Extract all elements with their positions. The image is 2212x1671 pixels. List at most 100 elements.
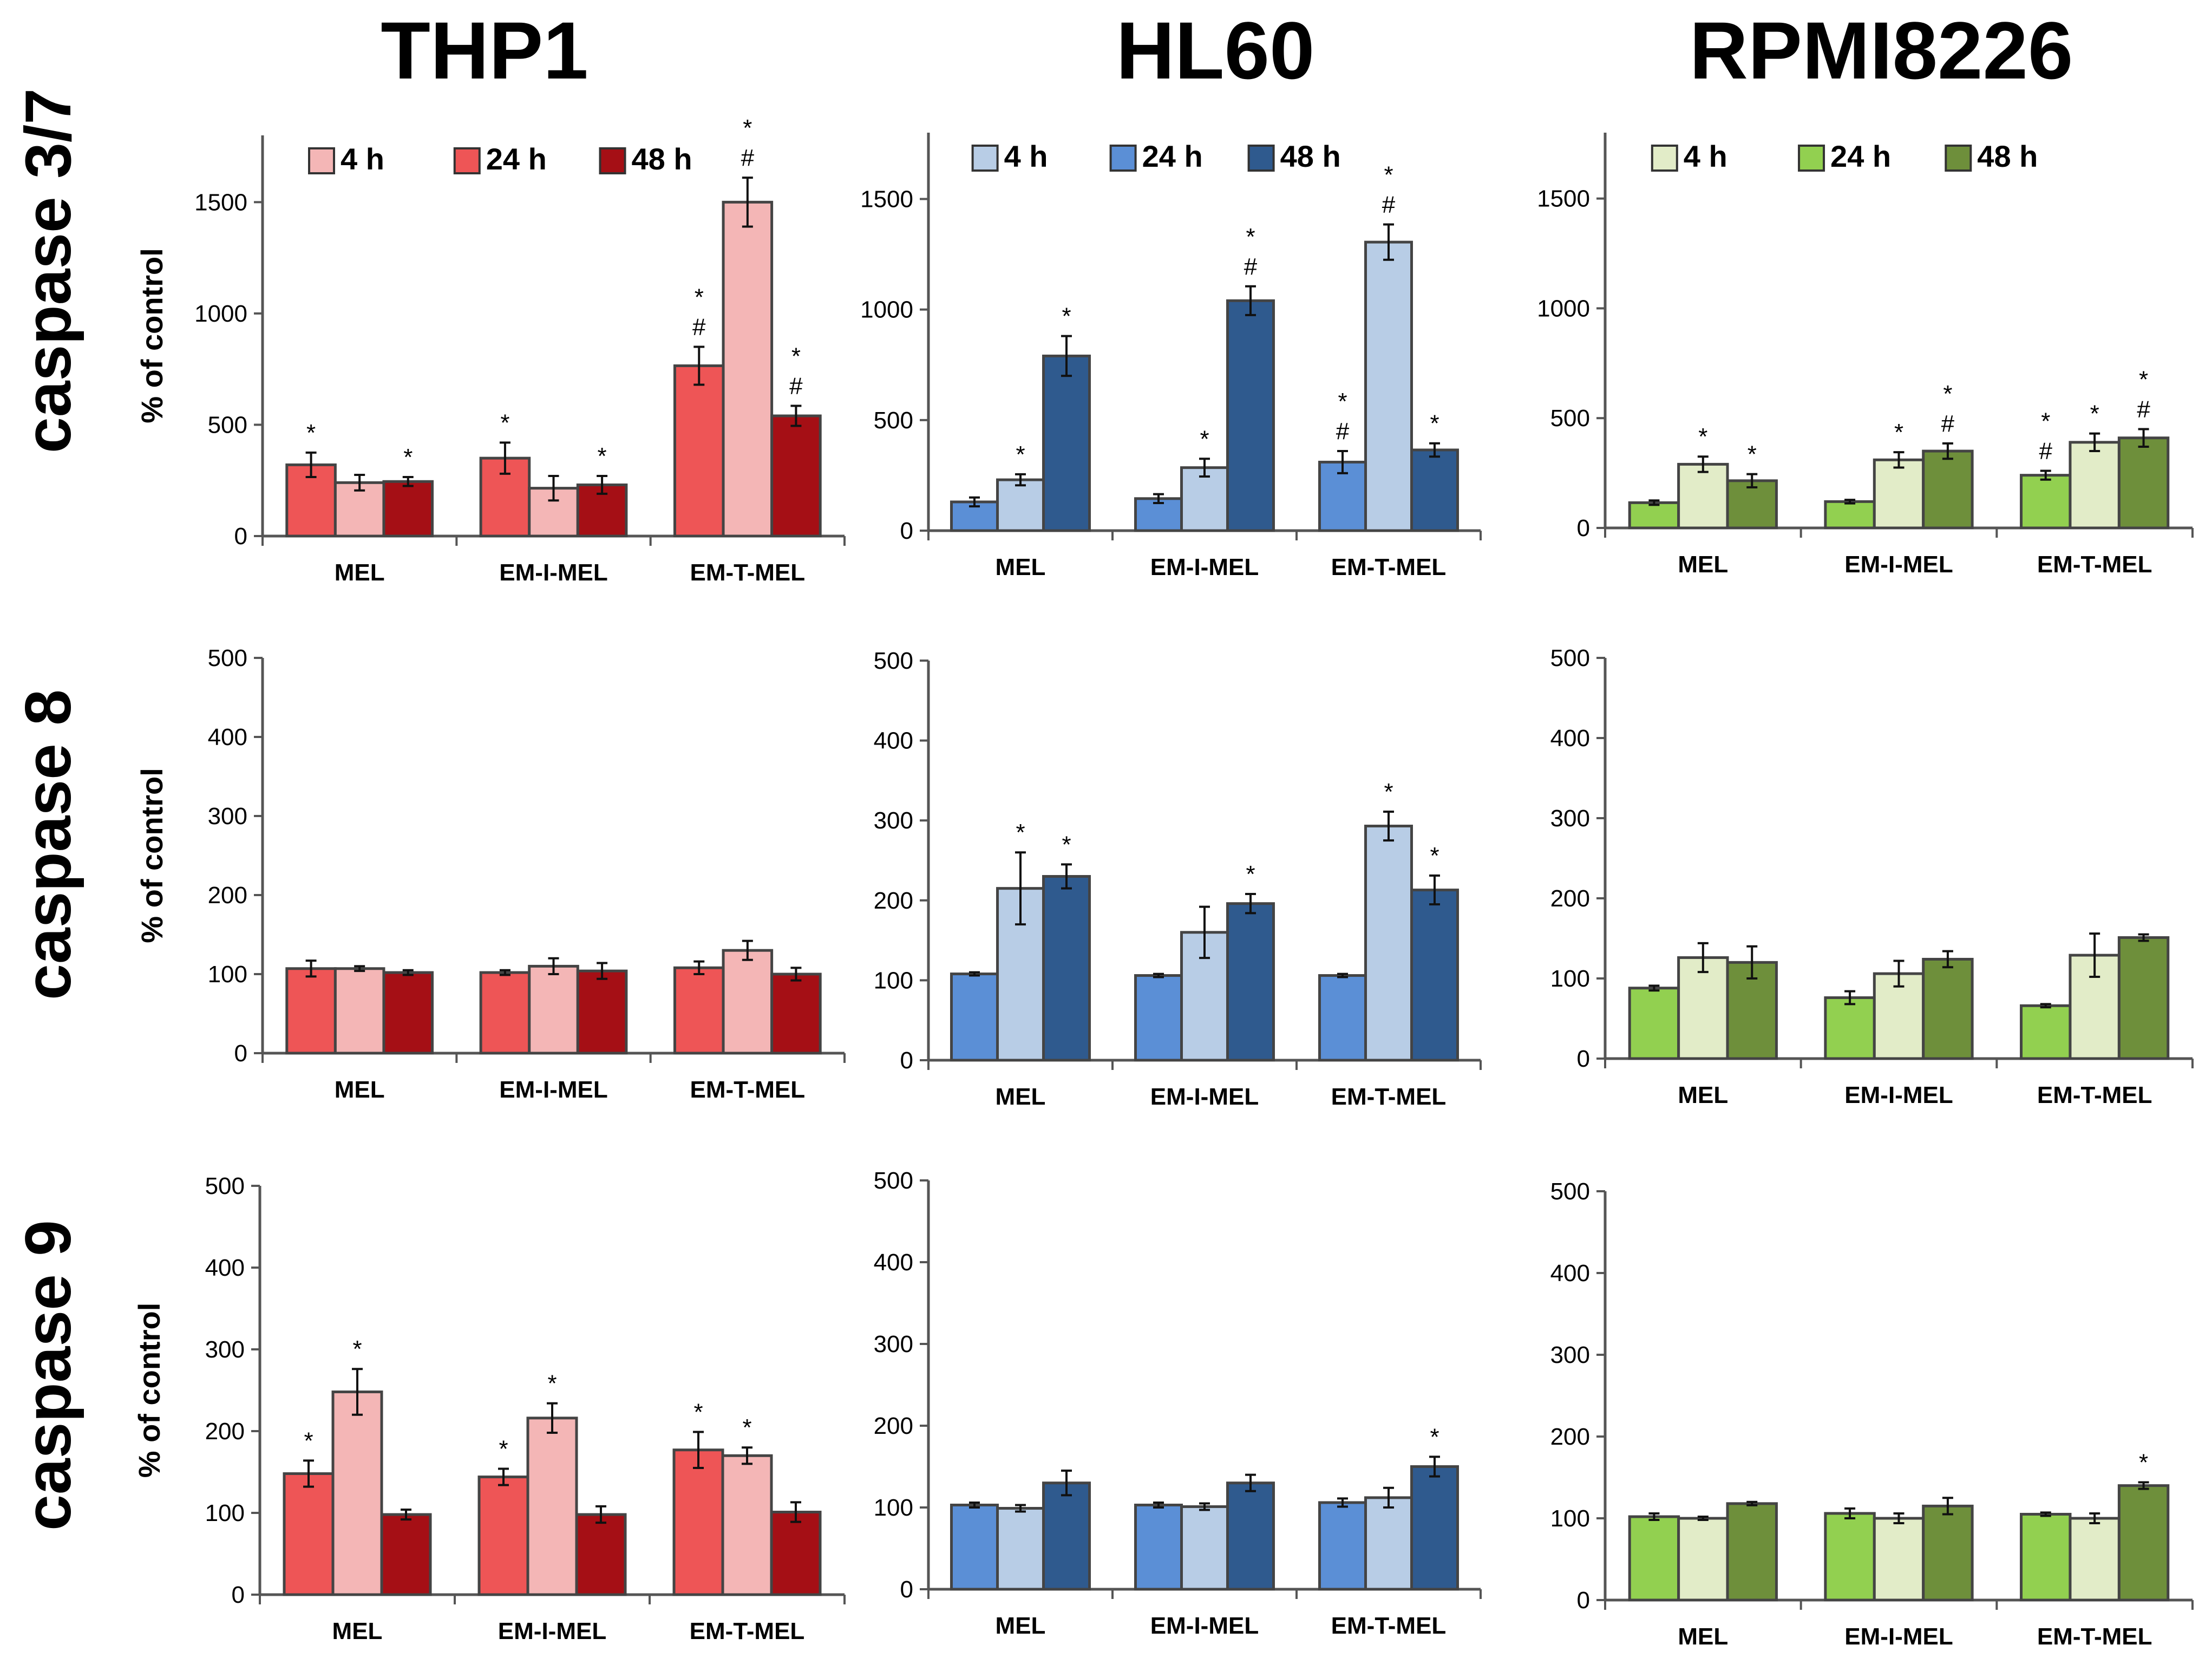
y-tick-label: 200	[205, 1418, 245, 1445]
bar	[333, 967, 385, 1055]
significance-mark: *	[1338, 388, 1347, 415]
x-tick-label: EM-T-MEL	[1331, 1083, 1447, 1110]
bar	[722, 200, 774, 538]
y-tick-label: 200	[1550, 1424, 1590, 1450]
y-tick-label: 500	[874, 407, 913, 434]
x-tick-label: EM-T-MEL	[690, 559, 806, 586]
x-tick-label: MEL	[1678, 551, 1728, 578]
bar	[2117, 936, 2170, 1060]
significance-mark: *	[2139, 367, 2148, 393]
significance-mark: #	[2137, 396, 2150, 423]
y-axis-label: % of control	[135, 768, 169, 943]
x-tick-label: EM-T-MEL	[2037, 1623, 2152, 1650]
bar	[996, 478, 1045, 532]
bar	[382, 971, 434, 1055]
panel-thp1-caspase-8: 0 100 200 300 400 500 MEL EM-I-MEL EM-T-MEL % of …	[135, 645, 846, 1103]
bar	[1726, 1502, 1778, 1602]
y-tick-label: 300	[874, 807, 913, 834]
significance-mark: #	[1336, 418, 1350, 445]
bar	[1226, 1481, 1275, 1591]
y-tick-label: 300	[208, 803, 247, 830]
y-tick-label: 200	[208, 882, 247, 909]
bar	[1318, 974, 1367, 1062]
significance-mark: #	[789, 373, 803, 400]
y-tick-label: 500	[874, 648, 913, 674]
significance-mark: *	[1246, 861, 1255, 887]
panel-hl60-caspase-8: 0 100 200 300 400 500 MEL EM-I-MEL EM-T-MEL * * * * *	[874, 648, 1482, 1110]
x-tick-label: MEL	[335, 1076, 385, 1103]
bar	[770, 972, 822, 1055]
x-tick-label: MEL	[335, 559, 385, 586]
significance-mark: #	[692, 314, 706, 341]
y-tick-label: 100	[1550, 1505, 1590, 1532]
x-tick-label: EM-I-MEL	[1150, 1613, 1259, 1639]
bar	[576, 969, 628, 1055]
panel-rpmi8226-caspase-8: 0 100 200 300 400 500 MEL EM-I-MEL EM-T-MEL	[1550, 645, 2194, 1108]
x-tick-label: EM-I-MEL	[1844, 1623, 1953, 1650]
significance-mark: *	[1016, 441, 1025, 468]
y-tick-label: 500	[1550, 645, 1590, 671]
x-tick-label: EM-T-MEL	[1331, 554, 1447, 580]
row-title-3: caspase 9	[12, 1220, 84, 1531]
y-tick-label: 100	[874, 967, 913, 994]
significance-mark: *	[1698, 423, 1707, 450]
x-tick-label: EM-I-MEL	[1150, 554, 1259, 580]
legend-label: 24 h	[1830, 139, 1891, 173]
x-tick-label: MEL	[996, 1613, 1046, 1639]
x-tick-label: MEL	[1678, 1082, 1728, 1108]
legend-label: 48 h	[1280, 139, 1341, 173]
legend-swatch	[599, 147, 626, 174]
bar	[1873, 458, 1925, 530]
bar	[1824, 1512, 1876, 1602]
x-tick-label: MEL	[332, 1618, 383, 1644]
significance-mark: *	[598, 443, 607, 469]
bar	[1226, 299, 1275, 532]
bar	[382, 480, 434, 538]
bar	[1042, 875, 1091, 1062]
y-tick-label: 0	[1577, 1046, 1590, 1072]
y-tick-label: 300	[1550, 805, 1590, 832]
significance-mark: *	[1894, 419, 1903, 446]
bar	[2020, 1512, 2072, 1602]
significance-mark: *	[547, 1370, 557, 1397]
bar	[1318, 1501, 1367, 1591]
bar	[770, 414, 822, 538]
y-tick-label: 0	[232, 1582, 245, 1608]
y-tick-label: 300	[1550, 1342, 1590, 1368]
bar	[1042, 1481, 1091, 1591]
legend-swatch	[453, 147, 481, 174]
significance-mark: *	[1062, 831, 1071, 858]
bar	[1824, 500, 1876, 530]
y-tick-label: 400	[1550, 1260, 1590, 1287]
significance-mark: *	[306, 420, 316, 446]
bar	[575, 1513, 627, 1596]
bar	[1628, 987, 1680, 1060]
x-tick-label: MEL	[996, 1083, 1046, 1110]
y-tick-label: 100	[208, 961, 247, 988]
legend-label: 48 h	[632, 142, 692, 176]
x-tick-label: EM-T-MEL	[1331, 1613, 1447, 1639]
bar	[1364, 1496, 1413, 1591]
bar	[1226, 902, 1275, 1062]
row-title-2: caspase 8	[12, 689, 84, 1000]
y-tick-label: 1000	[1537, 295, 1590, 322]
y-tick-label: 200	[1550, 885, 1590, 912]
y-axis-label: % of control	[135, 248, 169, 423]
bar	[722, 949, 774, 1055]
significance-mark: *	[742, 1414, 751, 1441]
bar	[1410, 1465, 1459, 1591]
x-tick-label: EM-I-MEL	[1844, 551, 1953, 578]
panel-thp1-caspase-9: 0 100 200 300 400 500 MEL EM-I-MEL EM-T-MEL % of …	[132, 1173, 846, 1644]
legend-label: 24 h	[486, 142, 547, 176]
y-tick-label: 300	[874, 1331, 913, 1357]
significance-mark: #	[1382, 191, 1396, 218]
y-tick-label: 500	[208, 645, 247, 671]
x-tick-label: EM-T-MEL	[2037, 551, 2152, 578]
y-tick-label: 0	[1577, 515, 1590, 541]
bar	[770, 1510, 822, 1596]
bar	[1180, 466, 1229, 532]
y-tick-label: 1000	[194, 301, 247, 327]
x-tick-label: MEL	[996, 554, 1046, 580]
significance-mark: *	[403, 444, 413, 471]
x-tick-label: EM-I-MEL	[1844, 1082, 1953, 1108]
